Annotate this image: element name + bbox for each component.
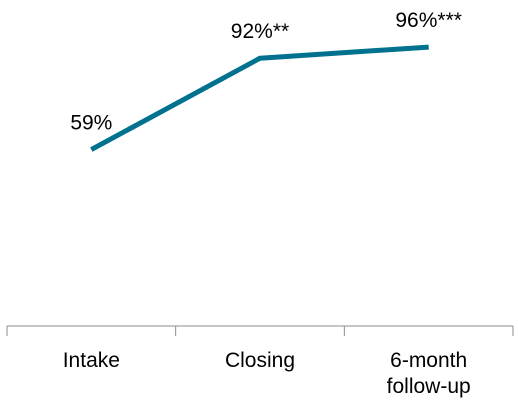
x-tick-label: 6-month follow-up [387, 349, 471, 398]
data-label: 59% [70, 112, 112, 135]
data-labels: 59% 92%** 96%*** [70, 9, 462, 134]
x-tick-label: Closing [225, 349, 295, 372]
x-axis [6, 325, 514, 336]
x-tick-label: Intake [63, 349, 120, 372]
series-group [90, 44, 429, 152]
series-line [90, 44, 429, 152]
x-tick-labels: Intake Closing 6-month follow-up [63, 349, 471, 398]
x-tick-label-line: Closing [225, 349, 295, 372]
x-tick-label-line: 6-month [390, 349, 467, 372]
data-label: 96%*** [395, 9, 462, 32]
data-label: 92%** [231, 20, 289, 43]
x-tick-label-line: follow-up [387, 375, 471, 398]
x-tick-label-line: Intake [63, 349, 120, 372]
